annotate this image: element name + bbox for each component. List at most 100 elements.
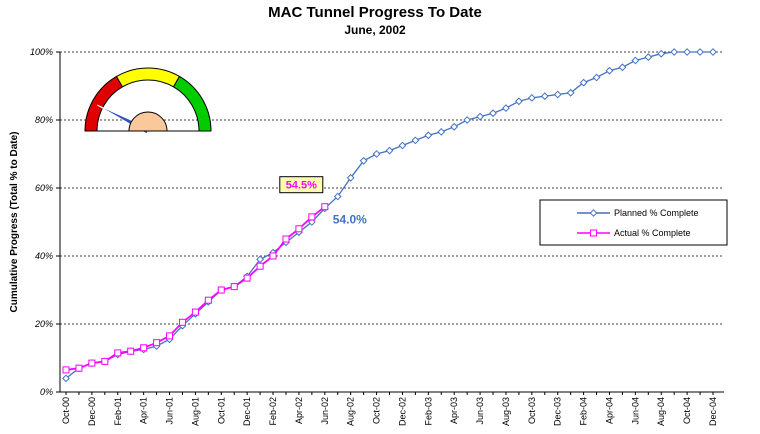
planned-point	[592, 73, 601, 82]
x-tick-label: Jun-01	[165, 397, 175, 425]
x-tick-label: Aug-03	[501, 397, 511, 426]
x-tick-label: Oct-01	[216, 397, 226, 424]
progress-gauge	[84, 67, 212, 135]
y-tick-label: 60%	[35, 183, 53, 193]
x-tick-label: Jun-03	[475, 397, 485, 425]
planned-point	[476, 112, 484, 121]
actual-point	[127, 347, 135, 355]
actual-point	[88, 359, 96, 367]
x-tick-label: Dec-04	[708, 397, 718, 426]
x-tick-label: Feb-01	[113, 397, 123, 426]
planned-point	[333, 192, 342, 201]
planned-point	[385, 146, 394, 155]
x-tick-label: Feb-03	[423, 397, 433, 426]
x-tick-label: Jun-04	[630, 397, 640, 425]
actual-callout-box	[279, 176, 324, 194]
y-tick-label: 20%	[34, 319, 53, 329]
x-tick-label: Aug-01	[190, 397, 200, 426]
gauge-hub	[128, 111, 168, 132]
planned-point	[489, 109, 497, 118]
y-tick-label: 100%	[30, 47, 53, 57]
planned-point	[553, 90, 562, 99]
planned-point	[670, 48, 679, 56]
planned-point	[566, 88, 575, 97]
planned-point	[437, 127, 446, 136]
planned-point	[618, 63, 627, 72]
x-tick-label: Aug-02	[346, 397, 356, 426]
actual-point	[191, 308, 199, 316]
planned-point	[540, 92, 549, 101]
legend: Planned % Complete Actual % Complete	[539, 199, 728, 246]
planned-point	[696, 48, 704, 56]
planned-point	[527, 93, 536, 102]
actual-point	[101, 357, 109, 365]
actual-point	[295, 225, 303, 233]
planned-point	[631, 56, 640, 65]
actual-point	[230, 283, 238, 291]
actual-point	[114, 349, 122, 357]
actual-point	[140, 344, 148, 352]
actual-point	[256, 262, 264, 270]
planned-point	[514, 97, 523, 106]
planned-point	[657, 49, 666, 58]
chart-subtitle: June, 2002	[344, 23, 406, 37]
y-axis-ticks: 0% 20% 40% 60% 80% 100%	[30, 47, 60, 397]
x-tick-label: Apr-03	[449, 397, 459, 424]
y-tick-label: 40%	[35, 251, 53, 261]
actual-series	[62, 203, 329, 374]
planned-point	[424, 131, 433, 140]
x-tick-label: Feb-02	[268, 397, 278, 426]
planned-point	[589, 209, 598, 217]
y-axis-title: Cumulative Progress (Total % to Date)	[9, 132, 20, 313]
actual-point	[62, 366, 70, 374]
planned-point	[372, 150, 381, 158]
x-tick-label: Dec-03	[553, 397, 563, 426]
planned-point	[709, 48, 717, 56]
x-tick-label: Oct-04	[682, 397, 692, 424]
planned-point	[256, 255, 265, 264]
planned-point	[502, 104, 510, 113]
x-tick-label: Apr-02	[294, 397, 304, 424]
annotation-layer: 54.5% 54.0%	[279, 176, 367, 226]
planned-point	[644, 53, 653, 62]
planned-point	[605, 66, 614, 75]
actual-point	[590, 229, 597, 237]
x-axis-ticks: Oct-00 Dec-00 Feb-01 Apr-01 Jun-01 Aug-01 Oct-…	[61, 392, 718, 426]
planned-point	[359, 156, 368, 165]
actual-point	[178, 318, 186, 326]
legend-label-planned: Planned % Complete	[614, 208, 699, 218]
x-tick-label: Aug-04	[656, 397, 666, 426]
planned-point	[579, 78, 588, 87]
actual-point	[166, 332, 174, 340]
planned-point	[450, 122, 459, 131]
x-tick-label: Oct-00	[61, 397, 71, 424]
actual-point	[75, 364, 83, 372]
x-tick-label: Oct-02	[372, 397, 382, 424]
actual-point	[153, 339, 161, 347]
planned-callout-label: 54.0%	[333, 212, 367, 226]
legend-label-actual: Actual % Complete	[614, 228, 691, 238]
x-tick-label: Apr-01	[139, 397, 149, 424]
planned-point	[398, 141, 407, 150]
x-tick-label: Apr-04	[604, 397, 614, 424]
planned-point	[411, 136, 420, 145]
actual-point	[321, 203, 329, 211]
axes	[59, 52, 724, 393]
y-tick-label: 80%	[35, 115, 53, 125]
actual-point	[217, 286, 225, 294]
chart-title: MAC Tunnel Progress To Date	[268, 4, 482, 21]
series-layer	[62, 48, 717, 383]
actual-callout-label: 54.5%	[286, 180, 317, 192]
x-tick-label: Jun-02	[320, 397, 330, 425]
actual-point	[243, 274, 251, 282]
planned-point	[463, 116, 472, 124]
planned-point	[62, 374, 70, 383]
actual-point	[269, 252, 277, 260]
y-tick-label: 0%	[40, 387, 53, 397]
x-tick-label: Feb-04	[579, 397, 589, 426]
planned-point	[683, 48, 692, 56]
actual-point	[282, 235, 290, 243]
grid-lines	[60, 51, 724, 325]
planned-point	[346, 173, 355, 182]
